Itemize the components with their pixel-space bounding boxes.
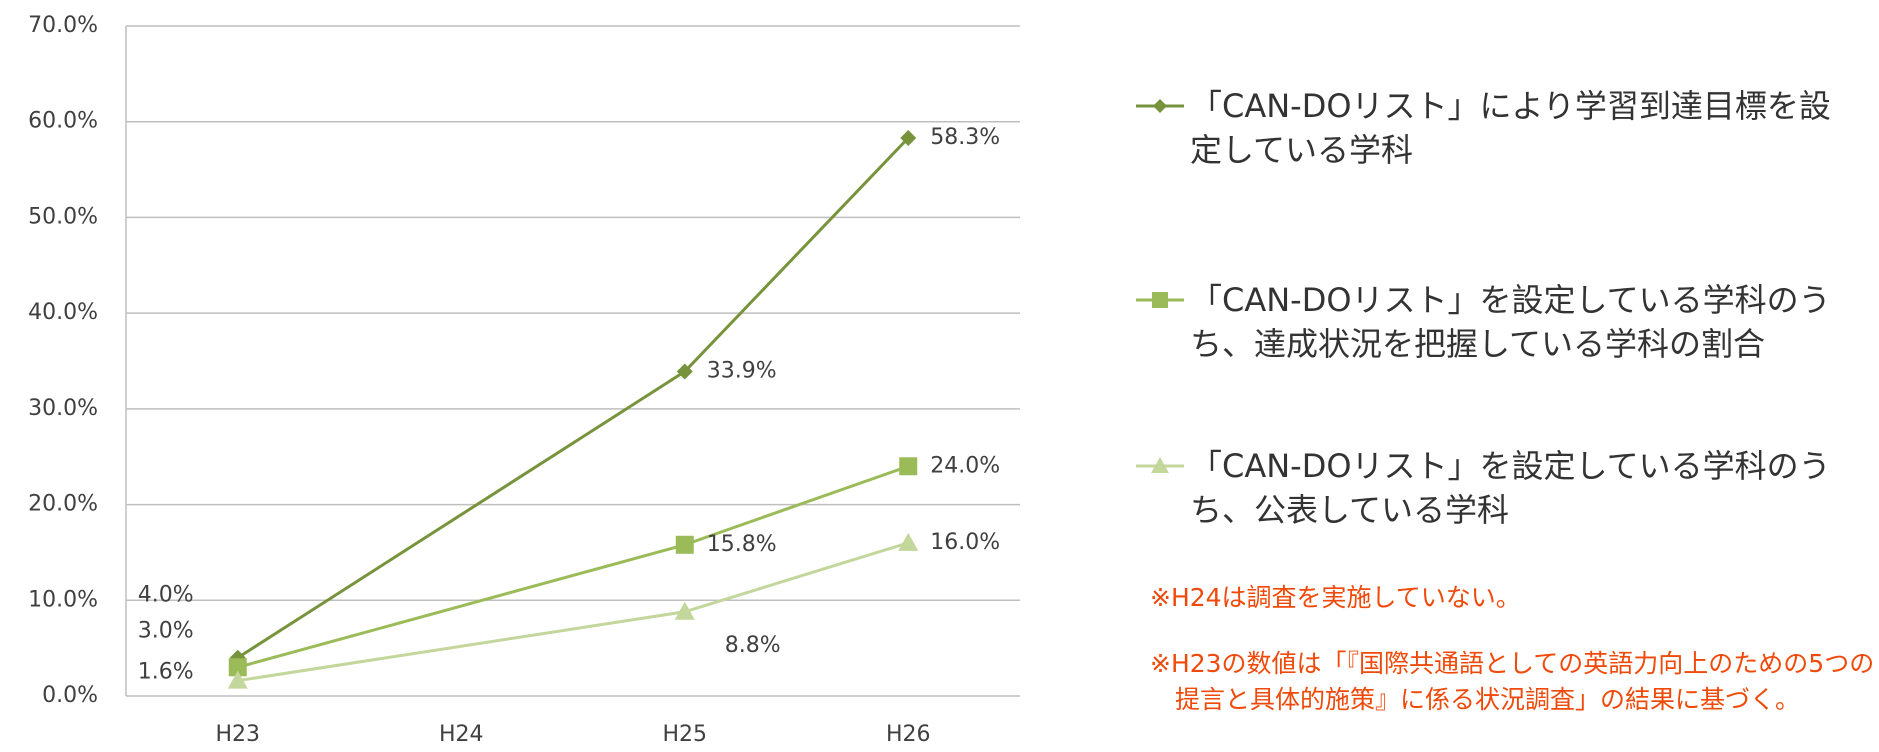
y-tick-label: 30.0% (28, 396, 98, 421)
marker (899, 457, 918, 476)
marker (676, 363, 693, 380)
legend-label: 「CAN-DOリスト」を設定している学科のうち、達成状況を把握している学科の割合 (1190, 281, 1831, 363)
marker (898, 532, 919, 551)
data-label: 33.9% (707, 359, 777, 384)
line-segment (236, 370, 686, 659)
y-tick-label: 50.0% (28, 204, 98, 229)
legend-marker (1153, 99, 1167, 113)
legend-marker (1152, 292, 1168, 308)
line-segment (684, 541, 909, 614)
y-tick-label: 70.0% (28, 13, 98, 38)
y-tick-label: 40.0% (28, 300, 98, 325)
note: ※H23の数値は「『国際共通語としての英語力向上のための5つの提言と具体的施策』… (1150, 649, 1875, 714)
legend-swatch (1136, 457, 1184, 473)
legend-marker (1151, 457, 1169, 473)
marker (227, 670, 248, 689)
line-segment (684, 464, 909, 547)
data-label: 1.6% (138, 660, 194, 685)
legend-item: 「CAN-DOリスト」により学習到達目標を設定している学科 (1130, 84, 1870, 172)
legend-item: 「CAN-DOリスト」を設定している学科のうち、公表している学科 (1130, 444, 1870, 532)
data-label: 58.3% (930, 125, 1000, 150)
data-label: 16.0% (930, 530, 1000, 555)
legend-swatch (1136, 292, 1184, 308)
line-segment (237, 543, 686, 669)
line-segment (683, 136, 910, 373)
legend-label: 「CAN-DOリスト」を設定している学科のうち、公表している学科 (1190, 447, 1831, 529)
y-tick-label: 0.0% (42, 683, 98, 708)
x-tick-label: H26 (886, 722, 931, 747)
legend-item: 「CAN-DOリスト」を設定している学科のうち、達成状況を把握している学科の割合 (1130, 278, 1870, 366)
note: ※H24は調査を実施していない。 (1150, 583, 1521, 612)
data-label: 8.8% (725, 633, 781, 658)
data-label: 24.0% (930, 453, 1000, 478)
marker (900, 129, 917, 146)
data-label: 4.0% (138, 583, 194, 608)
legend-swatch (1136, 99, 1184, 113)
x-tick-label: H25 (662, 722, 707, 747)
x-tick-label: H24 (439, 722, 484, 747)
legend-label: 「CAN-DOリスト」により学習到達目標を設定している学科 (1190, 87, 1831, 169)
data-label: 15.8% (707, 532, 777, 557)
y-tick-label: 60.0% (28, 109, 98, 134)
line-segment (237, 610, 685, 683)
marker (675, 535, 694, 554)
marker (228, 658, 247, 677)
x-tick-label: H23 (215, 722, 260, 747)
y-tick-label: 10.0% (28, 587, 98, 612)
y-tick-label: 20.0% (28, 492, 98, 517)
chart: 0.0% 10.0% 20.0% 30.0% 40.0% 50.0% 60.0% 70.0% H… (28, 13, 1020, 747)
marker (674, 601, 695, 620)
data-label: 3.0% (138, 618, 194, 643)
